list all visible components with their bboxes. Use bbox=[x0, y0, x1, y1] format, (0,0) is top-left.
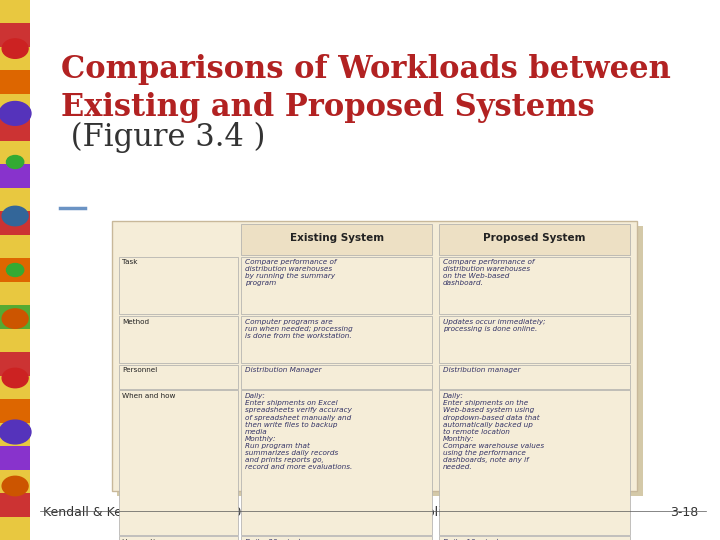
Circle shape bbox=[0, 102, 31, 125]
Text: Personnel: Personnel bbox=[122, 367, 158, 373]
Text: Compare performance of
distribution warehouses
on the Web-based
dashboard.: Compare performance of distribution ware… bbox=[443, 259, 534, 286]
Bar bbox=[0, 23, 30, 47]
Text: Method: Method bbox=[122, 319, 150, 325]
Bar bbox=[0, 376, 30, 399]
Bar bbox=[0, 446, 30, 470]
Text: 3-18: 3-18 bbox=[670, 507, 698, 519]
FancyBboxPatch shape bbox=[241, 390, 432, 535]
Bar bbox=[0, 117, 30, 141]
FancyBboxPatch shape bbox=[119, 316, 238, 363]
Bar bbox=[0, 70, 30, 94]
Circle shape bbox=[2, 368, 28, 388]
Bar bbox=[0, 305, 30, 329]
FancyBboxPatch shape bbox=[439, 364, 630, 389]
FancyBboxPatch shape bbox=[241, 224, 432, 255]
FancyBboxPatch shape bbox=[439, 224, 630, 255]
FancyBboxPatch shape bbox=[119, 536, 238, 540]
Text: Kendall & Kendall: Kendall & Kendall bbox=[43, 507, 153, 519]
FancyBboxPatch shape bbox=[241, 536, 432, 540]
Bar bbox=[0, 352, 30, 376]
Text: (Figure 3.4 ): (Figure 3.4 ) bbox=[61, 122, 266, 153]
Bar bbox=[0, 399, 30, 423]
Text: Daily:
Enter shipments on the
Web-based system using
dropdown-based data that
au: Daily: Enter shipments on the Web-based … bbox=[443, 393, 544, 470]
Bar bbox=[0, 258, 30, 282]
FancyBboxPatch shape bbox=[241, 364, 432, 389]
FancyBboxPatch shape bbox=[119, 256, 238, 314]
Bar bbox=[0, 211, 30, 235]
Circle shape bbox=[2, 309, 28, 328]
FancyBboxPatch shape bbox=[439, 256, 630, 314]
Bar bbox=[0, 235, 30, 258]
FancyBboxPatch shape bbox=[241, 316, 432, 363]
Text: Proposed System: Proposed System bbox=[483, 233, 586, 243]
FancyBboxPatch shape bbox=[439, 316, 630, 363]
Text: Distribution manager: Distribution manager bbox=[443, 367, 521, 373]
Circle shape bbox=[6, 264, 24, 276]
Text: Updates occur immediately;
processing is done online.: Updates occur immediately; processing is… bbox=[443, 319, 546, 332]
Text: When and how: When and how bbox=[122, 393, 176, 399]
Circle shape bbox=[0, 420, 31, 444]
Bar bbox=[0, 423, 30, 446]
Bar bbox=[0, 517, 30, 540]
Circle shape bbox=[6, 156, 24, 168]
Circle shape bbox=[2, 476, 28, 496]
Bar bbox=[0, 493, 30, 517]
Text: Daily: 10 minutes
Monthly: 10 minutes: Daily: 10 minutes Monthly: 10 minutes bbox=[443, 539, 518, 540]
Bar bbox=[0, 164, 30, 188]
FancyBboxPatch shape bbox=[117, 226, 643, 496]
Bar bbox=[0, 470, 30, 493]
Text: Daily:
Enter shipments on Excel
spreadsheets verify accuracy
of spreadsheet manu: Daily: Enter shipments on Excel spreadsh… bbox=[245, 393, 352, 470]
Circle shape bbox=[2, 206, 28, 226]
Text: Comparisons of Workloads between
Existing and Proposed Systems: Comparisons of Workloads between Existin… bbox=[61, 54, 671, 123]
Text: Computer programs are
run when needed; processing
is done from the workstation.: Computer programs are run when needed; p… bbox=[245, 319, 353, 339]
FancyBboxPatch shape bbox=[119, 390, 238, 535]
Circle shape bbox=[2, 39, 28, 58]
FancyBboxPatch shape bbox=[439, 390, 630, 535]
Bar bbox=[0, 94, 30, 117]
Bar bbox=[0, 282, 30, 305]
Bar bbox=[0, 329, 30, 352]
Text: Task: Task bbox=[122, 259, 138, 265]
Bar bbox=[0, 0, 30, 23]
Text: Copyright © 2014 Pearson Education, Inc. Publishing as Prentice Hall: Copyright © 2014 Pearson Education, Inc.… bbox=[144, 507, 576, 519]
Bar bbox=[0, 47, 30, 70]
FancyBboxPatch shape bbox=[439, 536, 630, 540]
Bar bbox=[0, 141, 30, 164]
Text: Distribution Manager: Distribution Manager bbox=[245, 367, 321, 373]
FancyBboxPatch shape bbox=[112, 221, 637, 491]
Text: Compare performance of
distribution warehouses
by running the summary
program: Compare performance of distribution ware… bbox=[245, 259, 336, 286]
Text: Human time
requirements: Human time requirements bbox=[122, 539, 171, 540]
Text: Existing System: Existing System bbox=[289, 233, 384, 243]
Bar bbox=[0, 188, 30, 211]
FancyBboxPatch shape bbox=[119, 364, 238, 389]
Text: Daily: 20 minutes
Monthly: 30 minutes: Daily: 20 minutes Monthly: 30 minutes bbox=[245, 539, 320, 540]
FancyBboxPatch shape bbox=[241, 256, 432, 314]
